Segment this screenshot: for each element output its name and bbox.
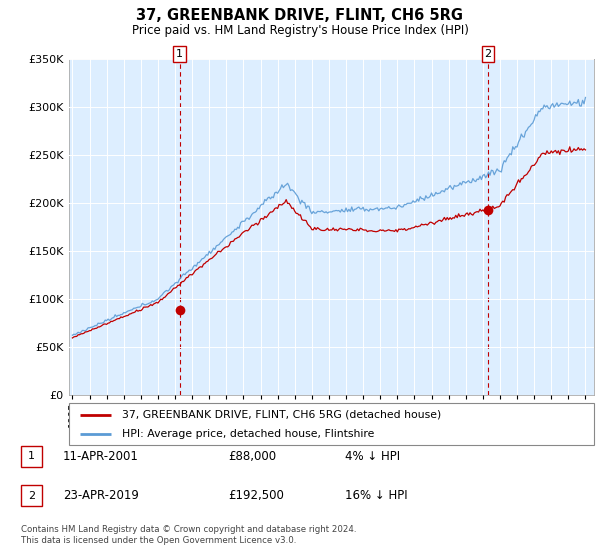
Text: 4% ↓ HPI: 4% ↓ HPI: [345, 450, 400, 463]
Text: 16% ↓ HPI: 16% ↓ HPI: [345, 489, 407, 502]
FancyBboxPatch shape: [69, 403, 594, 445]
Text: 11-APR-2001: 11-APR-2001: [63, 450, 139, 463]
Text: 23-APR-2019: 23-APR-2019: [63, 489, 139, 502]
FancyBboxPatch shape: [21, 485, 42, 506]
Text: 1: 1: [176, 49, 183, 59]
Text: HPI: Average price, detached house, Flintshire: HPI: Average price, detached house, Flin…: [121, 429, 374, 439]
Text: 2: 2: [485, 49, 492, 59]
Text: 37, GREENBANK DRIVE, FLINT, CH6 5RG: 37, GREENBANK DRIVE, FLINT, CH6 5RG: [137, 8, 464, 24]
Text: £192,500: £192,500: [228, 489, 284, 502]
Text: Price paid vs. HM Land Registry's House Price Index (HPI): Price paid vs. HM Land Registry's House …: [131, 24, 469, 36]
Text: 37, GREENBANK DRIVE, FLINT, CH6 5RG (detached house): 37, GREENBANK DRIVE, FLINT, CH6 5RG (det…: [121, 409, 441, 419]
Text: 2: 2: [28, 491, 35, 501]
Text: 1: 1: [28, 451, 35, 461]
Text: £88,000: £88,000: [228, 450, 276, 463]
Text: Contains HM Land Registry data © Crown copyright and database right 2024.
This d: Contains HM Land Registry data © Crown c…: [21, 525, 356, 545]
FancyBboxPatch shape: [21, 446, 42, 467]
